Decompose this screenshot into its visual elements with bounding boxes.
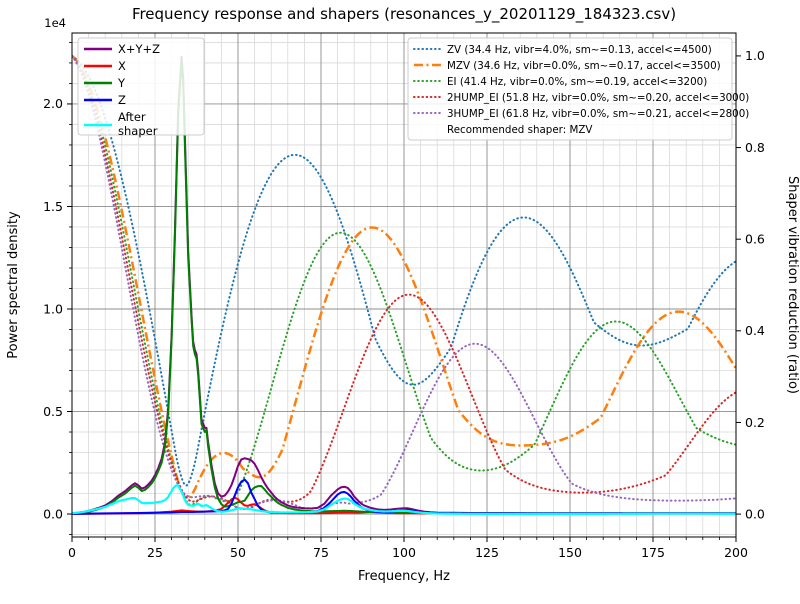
legend-left-label: Z	[118, 93, 126, 107]
legend-right-item-2hump_ei: 2HUMP_EI (51.8 Hz, vibr=0.0%, sm~=0.20, …	[413, 92, 749, 104]
recommended-shaper-note: Recommended shaper: MZV	[447, 124, 592, 136]
legend-left-item-y: Y	[84, 76, 126, 90]
legend-right-item-mzv: MZV (34.6 Hz, vibr=0.0%, sm~=0.17, accel…	[414, 60, 721, 72]
y-axis-left-label: Power spectral density	[6, 211, 21, 359]
x-axis-label: Frequency, Hz	[358, 569, 450, 584]
x-tick-label: 50	[230, 545, 246, 560]
shaper-curve-3hump_ei	[72, 54, 736, 510]
y-right-tick-label: 0.2	[745, 415, 765, 430]
y-left-tick-label: 1.0	[43, 301, 63, 316]
legend-right-label: 2HUMP_EI (51.8 Hz, vibr=0.0%, sm~=0.20, …	[447, 92, 749, 104]
y-right-tick-label: 1.0	[745, 48, 765, 63]
x-tick-label: 75	[313, 545, 329, 560]
legend-left-box	[77, 37, 205, 136]
x-tick-label: 100	[392, 545, 416, 560]
x-tick-label: 150	[558, 545, 582, 560]
x-tick-label: 0	[68, 545, 76, 560]
x-tick-label: 200	[724, 545, 748, 560]
legend-right-box	[407, 37, 733, 141]
legend-left-label-line2: shaper	[118, 124, 158, 138]
y-left-tick-label: 1.5	[43, 199, 63, 214]
y-axis-right-label: Shaper vibration reduction (ratio)	[785, 176, 800, 394]
legend-right-item-zv: ZV (34.4 Hz, vibr=4.0%, sm~=0.13, accel<…	[413, 44, 712, 56]
y-left-tick-label: 2.0	[43, 96, 63, 111]
legend-left-label: X	[118, 59, 126, 73]
legend-left-item-x: X	[84, 59, 126, 73]
legend-right-label: EI (41.4 Hz, vibr=0.0%, sm~=0.19, accel<…	[447, 76, 707, 88]
legend-right-label: 3HUMP_EI (61.8 Hz, vibr=0.0%, sm~=0.21, …	[447, 108, 749, 120]
x-tick-label: 125	[475, 545, 499, 560]
legend-left-label: Y	[117, 76, 126, 90]
y-axis-offset-label: 1e4	[44, 16, 66, 30]
y-right-tick-label: 0.6	[745, 231, 765, 246]
psd-curve-after-shaper	[72, 484, 736, 516]
shaper-curve-zv	[72, 54, 736, 487]
psd-curve-y	[72, 59, 736, 515]
y-left-tick-label: 0.0	[43, 506, 63, 521]
axis-ticks: 0 25 50 75 100 125 150 175 200 0.0 0.5 1.0 1.5 2.0 0.0…	[43, 42, 765, 560]
legend-right-item-ei: EI (41.4 Hz, vibr=0.0%, sm~=0.19, accel<…	[413, 76, 707, 88]
x-tick-label: 25	[147, 545, 163, 560]
psd-curve-xyz	[72, 55, 736, 515]
y-right-tick-label: 0.8	[745, 140, 765, 155]
legend-left-label: X+Y+Z	[118, 42, 160, 56]
y-right-tick-label: 0.0	[745, 506, 765, 521]
legend-right-item-3hump_ei: 3HUMP_EI (61.8 Hz, vibr=0.0%, sm~=0.21, …	[413, 108, 749, 120]
legend-right-label: ZV (34.4 Hz, vibr=4.0%, sm~=0.13, accel<…	[447, 44, 712, 56]
y-right-tick-label: 0.4	[745, 323, 765, 338]
legend-left-label-line1: After	[118, 110, 146, 124]
x-tick-label: 175	[641, 545, 665, 560]
legend-left-item-x-y-z: X+Y+Z	[84, 42, 160, 56]
curves-layer	[72, 54, 736, 516]
y-left-tick-label: 0.5	[43, 404, 63, 419]
legend-right-label: MZV (34.6 Hz, vibr=0.0%, sm~=0.17, accel…	[447, 60, 721, 72]
chart-title: Frequency response and shapers (resonanc…	[132, 5, 676, 24]
legend-left-item-z: Z	[84, 93, 126, 107]
